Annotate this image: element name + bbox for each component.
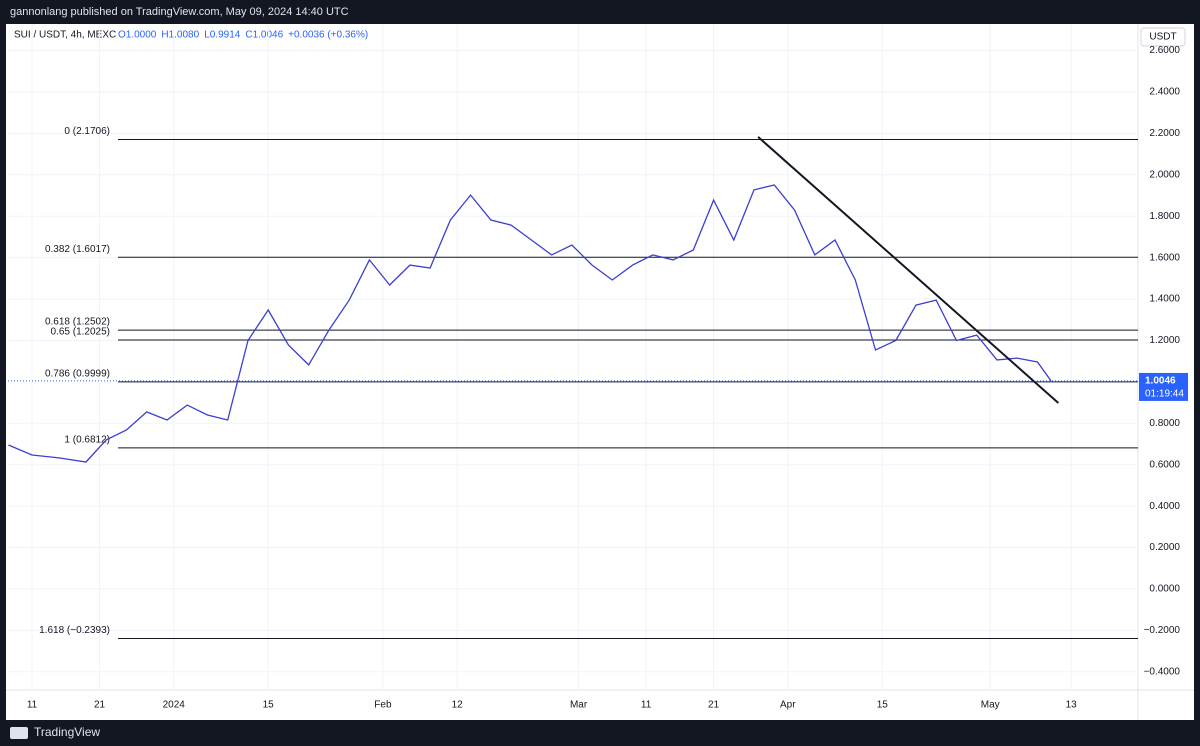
x-tick-label: 12: [452, 700, 464, 711]
y-tick-label: 0.0000: [1149, 584, 1180, 595]
brand: TradingView: [34, 725, 100, 739]
y-tick-label: 0.8000: [1149, 418, 1180, 429]
ohlc-value: H1.0080: [161, 30, 199, 41]
currency-box[interactable]: [1140, 27, 1186, 47]
symbol: SUI / USDT, 4h, MEXC: [14, 30, 116, 41]
price-line: [8, 184, 1052, 463]
y-tick-label: 2.6000: [1149, 45, 1180, 56]
trendline: [757, 136, 1060, 404]
y-tick-label: 2.0000: [1149, 169, 1180, 180]
x-tick-label: May: [981, 700, 1000, 711]
fib-label: 0.382 (1.6017): [45, 244, 110, 255]
x-tick-label: Mar: [570, 700, 588, 711]
fib-label: 1 (0.6812): [64, 435, 110, 446]
y-tick-label: 0.6000: [1149, 459, 1180, 470]
x-tick-label: 13: [1066, 700, 1078, 711]
ohlc-value: C1.0046: [245, 30, 283, 41]
ohlc-value: +0.0036 (+0.36%): [288, 30, 368, 41]
y-tick-label: 2.2000: [1149, 128, 1180, 139]
last-price-box: [1139, 372, 1188, 401]
header-text: gannonlang published on TradingView.com,…: [10, 6, 349, 18]
x-tick-label: 11: [27, 700, 38, 711]
y-tick-label: 1.6000: [1149, 252, 1180, 263]
y-tick-label: −0.4000: [1144, 666, 1181, 677]
y-tick-label: 2.4000: [1149, 87, 1180, 98]
x-tick-label: 2024: [163, 700, 186, 711]
fib-label: 0.786 (0.9999): [45, 369, 110, 380]
x-tick-label: 21: [708, 700, 720, 711]
x-tick-label: 15: [263, 700, 275, 711]
y-tick-label: 0.2000: [1149, 542, 1180, 553]
brand-logo: [10, 727, 28, 739]
countdown: 01:19:44: [1145, 389, 1184, 400]
fib-label: 1.618 (−0.2393): [39, 625, 110, 636]
fib-label: 0 (2.1706): [64, 126, 110, 137]
y-tick-label: −0.2000: [1144, 625, 1181, 636]
fib-label: 0.618 (1.2502): [45, 317, 110, 328]
ohlc-value: L0.9914: [204, 30, 241, 41]
ohlc-value: O1.0000: [118, 30, 157, 41]
y-tick-label: 1.2000: [1149, 335, 1180, 346]
chart-area: [6, 24, 1194, 720]
currency[interactable]: USDT: [1149, 32, 1176, 43]
x-tick-label: 15: [877, 700, 889, 711]
x-tick-label: Feb: [374, 700, 392, 711]
y-tick-label: 1.8000: [1149, 211, 1180, 222]
x-tick-label: Apr: [780, 700, 796, 711]
fib-label: 0.65 (1.2025): [51, 327, 111, 338]
x-tick-label: 21: [94, 700, 106, 711]
last-price-label: 1.0046: [1145, 376, 1176, 387]
y-tick-label: 1.4000: [1149, 294, 1180, 305]
y-tick-label: 0.4000: [1149, 501, 1180, 512]
x-tick-label: 11: [641, 700, 652, 711]
